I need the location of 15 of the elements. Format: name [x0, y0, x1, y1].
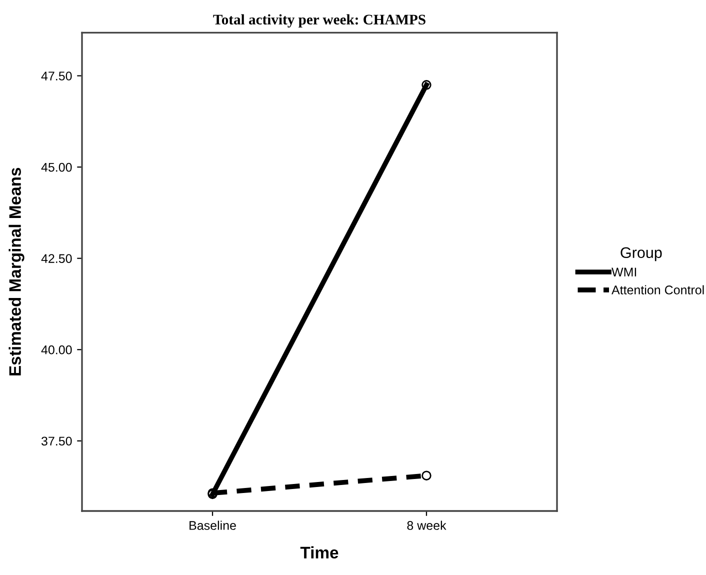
- legend-label: Attention Control: [612, 285, 704, 294]
- y-tick-label: 37.50: [41, 436, 72, 446]
- y-tick-label: 40.00: [41, 345, 72, 354]
- legend-label: WMI: [612, 268, 636, 276]
- x-tick-label: Baseline: [190, 520, 236, 530]
- point: [422, 470, 432, 480]
- x-axis-title: Time: [300, 546, 338, 559]
- y-tick-label: 47.50: [41, 72, 72, 80]
- y-tick-label: 42.50: [41, 254, 72, 263]
- legend-title: Group: [620, 247, 662, 262]
- x-tick-label: 8 week: [407, 520, 446, 530]
- chart-title: Total activity per week: CHAMPS: [213, 14, 426, 28]
- y-axis-title: Estimated Marginal Means: [8, 168, 24, 376]
- y-tick-label: 45.00: [41, 162, 72, 172]
- point: [422, 80, 432, 90]
